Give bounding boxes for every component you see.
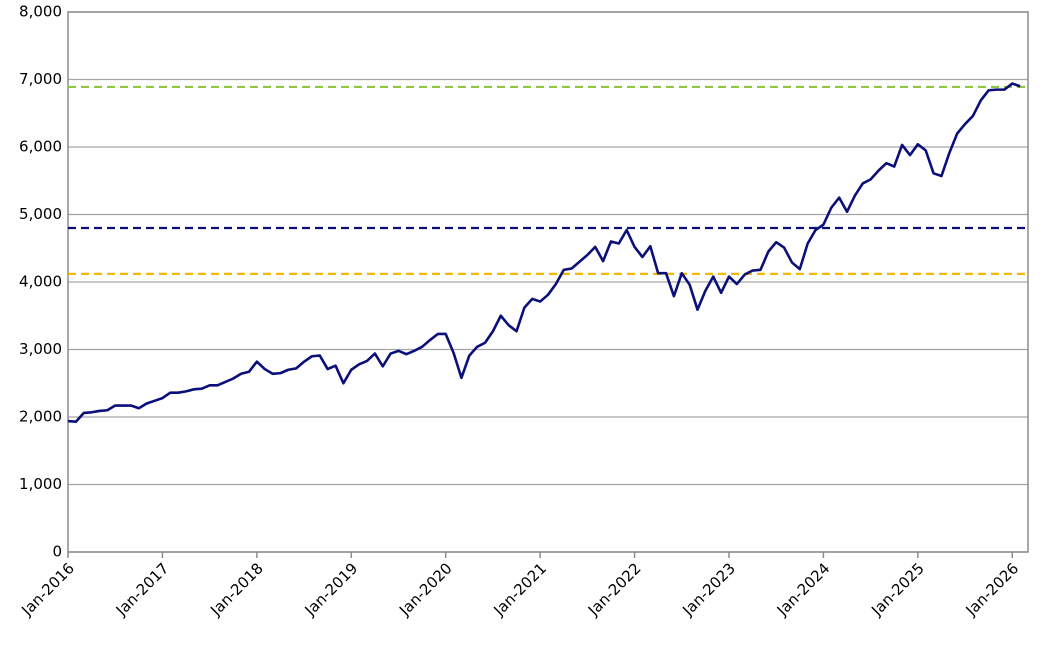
y-tick-label: 1,000: [19, 475, 62, 493]
data-line: [67, 82, 1021, 424]
x-tick-label: Jan-2023: [678, 559, 739, 620]
x-tick-label: Jan-2020: [395, 559, 456, 620]
y-tick-label: 5,000: [19, 205, 62, 223]
y-tick-label: 7,000: [19, 70, 62, 88]
x-tick-label: Jan-2019: [301, 559, 362, 620]
y-tick-label: 0: [52, 543, 62, 561]
x-tick-label: Jan-2018: [206, 559, 267, 620]
x-tick-label: Jan-2025: [867, 559, 928, 620]
x-tick-label: Jan-2021: [490, 559, 551, 620]
y-tick-label: 3,000: [19, 340, 62, 358]
y-tick-label: 8,000: [19, 3, 62, 21]
y-tick-label: 6,000: [19, 138, 62, 156]
x-tick-label: Jan-2017: [112, 559, 173, 620]
x-tick-label: Jan-2026: [962, 559, 1023, 620]
x-tick-label: Jan-2016: [17, 559, 78, 620]
plot-border: [67, 11, 1029, 553]
y-tick-label: 4,000: [19, 273, 62, 291]
x-tick-label: Jan-2024: [773, 559, 834, 620]
x-tick-label: Jan-2022: [584, 559, 645, 620]
y-tick-label: 2,000: [19, 408, 62, 426]
